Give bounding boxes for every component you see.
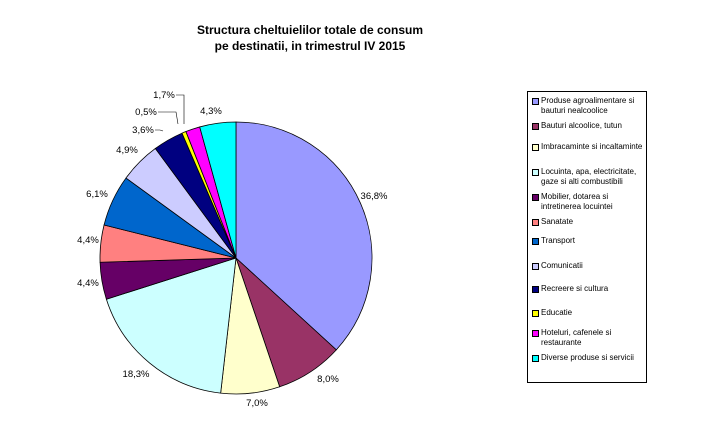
legend-item-3: Imbracaminte si incaltaminte <box>532 142 643 167</box>
data-label-8: 4,9% <box>116 145 138 156</box>
data-label-3: 7,0% <box>246 398 268 409</box>
pie-chart: 36,8% 8,0% 7,0% 18,3% 4,4% 4,4% 6,1% 4,9% 3,6% 0,… <box>77 90 388 409</box>
legend-swatch-8 <box>532 263 539 270</box>
legend-item-12: Diverse produse si servicii <box>532 353 643 368</box>
legend-label-2: Bauturi alcoolice, tutun <box>541 121 622 130</box>
data-label-6: 4,4% <box>77 235 99 246</box>
data-label-1: 36,8% <box>361 191 388 202</box>
data-label-5: 4,4% <box>77 278 99 289</box>
legend-item-4: Locuinta, apa, electricitate, gaze si al… <box>532 167 643 192</box>
leader-line-10 <box>158 111 179 125</box>
chart-title-line1: Structura cheltuielilor totale de consum <box>196 23 424 37</box>
legend-item-2: Bauturi alcoolice, tutun <box>532 121 643 142</box>
legend-label-11: Hoteluri, cafenele si restaurante <box>541 328 612 347</box>
legend-swatch-9 <box>532 286 539 293</box>
data-label-9: 3,6% <box>132 125 154 136</box>
legend-swatch-4 <box>532 169 539 176</box>
legend-swatch-2 <box>532 123 539 130</box>
legend-swatch-10 <box>532 310 539 317</box>
legend-item-10: Educatie <box>532 308 643 328</box>
legend-item-9: Recreere si cultura <box>532 284 643 308</box>
legend-item-11: Hoteluri, cafenele si restaurante <box>532 328 643 353</box>
pie-slice-12 <box>199 121 237 259</box>
legend-label-9: Recreere si cultura <box>541 284 609 293</box>
pie-slice-4 <box>105 257 237 394</box>
legend-label-6: Sanatate <box>541 217 574 226</box>
legend: Produse agroalimentare si bauturi nealco… <box>527 91 647 383</box>
legend-item-8: Comunicatii <box>532 261 643 284</box>
legend-swatch-1 <box>532 98 539 105</box>
legend-swatch-3 <box>532 144 539 151</box>
legend-swatch-5 <box>532 194 539 201</box>
legend-label-12: Diverse produse si servicii <box>541 353 634 362</box>
data-label-12: 4,3% <box>200 106 222 117</box>
pie-slice-1 <box>235 121 373 351</box>
legend-swatch-11 <box>532 330 539 337</box>
legend-label-8: Comunicatii <box>541 261 583 270</box>
legend-item-7: Transport <box>532 236 643 261</box>
leader-line-11 <box>176 94 185 124</box>
legend-swatch-12 <box>532 355 539 362</box>
data-label-7: 6,1% <box>86 189 108 200</box>
legend-label-3: Imbracaminte si incaltaminte <box>541 142 643 151</box>
data-label-4: 18,3% <box>123 369 150 380</box>
data-label-11: 1,7% <box>153 90 175 101</box>
data-label-2: 8,0% <box>317 374 339 385</box>
legend-swatch-6 <box>532 219 539 226</box>
legend-swatch-7 <box>532 238 539 245</box>
legend-label-7: Transport <box>541 236 575 245</box>
legend-label-4: Locuinta, apa, electricitate, gaze si al… <box>541 167 637 186</box>
legend-label-10: Educatie <box>541 308 573 317</box>
legend-item-6: Sanatate <box>532 217 643 236</box>
legend-item-1: Produse agroalimentare si bauturi nealco… <box>532 96 643 121</box>
chart-title: Structura cheltuielilor totale de consum… <box>150 22 470 54</box>
chart-title-line2: pe destinatii, in trimestrul IV 2015 <box>214 39 406 53</box>
legend-label-1: Produse agroalimentare si bauturi nealco… <box>541 96 635 115</box>
leader-line-9 <box>155 129 164 132</box>
legend-item-5: Mobilier, dotarea si intretinerea locuin… <box>532 192 643 217</box>
legend-label-5: Mobilier, dotarea si intretinerea locuin… <box>541 192 613 211</box>
data-label-10: 0,5% <box>135 107 157 118</box>
